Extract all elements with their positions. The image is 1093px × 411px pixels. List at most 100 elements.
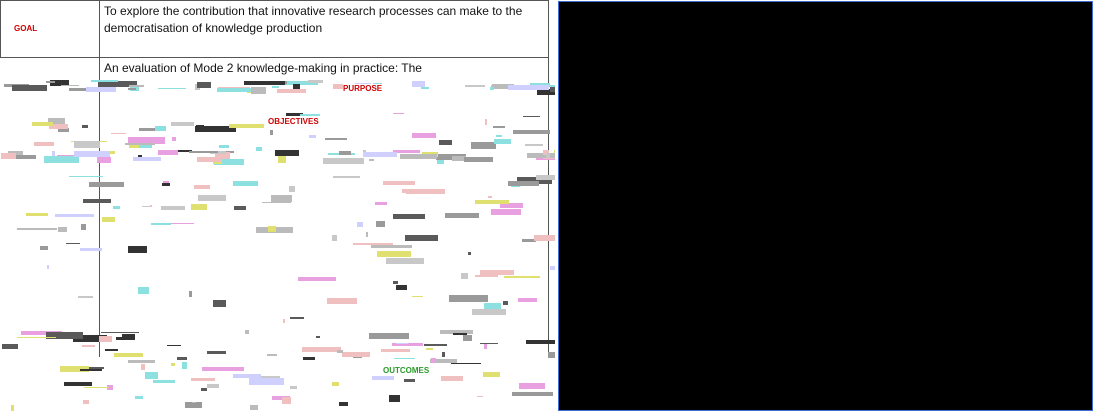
noise-block bbox=[11, 85, 47, 92]
outcomes-label: OUTCOMES bbox=[383, 366, 430, 375]
noise-block bbox=[302, 356, 315, 361]
noise-block bbox=[69, 175, 103, 177]
noise-block bbox=[8, 151, 24, 156]
noise-block bbox=[207, 350, 227, 354]
noise-block bbox=[339, 151, 352, 156]
noise-block bbox=[48, 117, 66, 125]
noise-block bbox=[285, 113, 304, 116]
noise-block bbox=[395, 284, 408, 291]
noise-block bbox=[332, 235, 337, 241]
noise-block bbox=[81, 125, 89, 129]
noise-block bbox=[177, 357, 188, 361]
noise-block bbox=[16, 154, 36, 160]
noise-block bbox=[333, 84, 351, 89]
noise-block bbox=[465, 84, 485, 88]
noise-block bbox=[315, 335, 321, 338]
noise-block bbox=[57, 154, 90, 156]
noise-block bbox=[440, 330, 474, 334]
goal-label: GOAL bbox=[14, 24, 38, 33]
noise-block bbox=[354, 82, 372, 85]
noise-block bbox=[182, 362, 187, 369]
noise-block bbox=[483, 372, 501, 377]
noise-block bbox=[46, 264, 50, 270]
noise-block bbox=[127, 246, 147, 253]
noise-block bbox=[405, 235, 439, 241]
noise-block bbox=[201, 387, 207, 391]
noise-block bbox=[504, 275, 540, 279]
noise-block bbox=[25, 213, 48, 216]
noise-block bbox=[57, 226, 67, 233]
noise-block bbox=[206, 383, 220, 388]
noise-block bbox=[400, 153, 438, 160]
noise-block bbox=[496, 134, 502, 137]
noise-block bbox=[278, 156, 287, 163]
noise-block bbox=[46, 331, 84, 339]
noise-block bbox=[212, 300, 226, 307]
noise-block bbox=[194, 184, 210, 189]
noise-block bbox=[412, 295, 423, 298]
noise-block bbox=[430, 357, 437, 364]
noise-block bbox=[101, 216, 116, 223]
noise-block bbox=[74, 140, 100, 148]
noise-block bbox=[323, 157, 365, 165]
noise-block bbox=[281, 397, 291, 404]
noise-block bbox=[357, 221, 363, 227]
noise-block bbox=[154, 125, 167, 132]
noise-block bbox=[500, 202, 523, 209]
noise-block bbox=[518, 297, 537, 302]
noise-block bbox=[249, 377, 285, 385]
noise-block bbox=[98, 335, 112, 343]
noise-block bbox=[139, 128, 162, 132]
noise-block bbox=[393, 213, 425, 219]
noise-block bbox=[391, 343, 424, 347]
noise-block bbox=[363, 151, 397, 158]
noise-block bbox=[282, 318, 286, 323]
noise-block bbox=[437, 159, 444, 164]
noise-block bbox=[82, 399, 90, 405]
noise-block bbox=[105, 349, 118, 352]
noise-block bbox=[60, 84, 80, 86]
noise-block bbox=[250, 87, 267, 94]
noise-block bbox=[197, 82, 212, 89]
noise-block bbox=[244, 80, 286, 86]
noise-block bbox=[138, 286, 150, 294]
noise-block bbox=[267, 354, 278, 356]
noise-block bbox=[513, 129, 550, 134]
noise-block bbox=[135, 396, 143, 400]
noise-block bbox=[127, 88, 137, 90]
noise-block bbox=[215, 152, 230, 160]
noise-block bbox=[79, 248, 103, 251]
noise-block bbox=[290, 386, 298, 390]
noise-block bbox=[17, 227, 57, 231]
noise-block bbox=[165, 149, 192, 152]
noise-block bbox=[375, 202, 387, 205]
noise-block bbox=[124, 143, 155, 146]
noise-block bbox=[1, 153, 16, 160]
noise-block bbox=[83, 387, 110, 389]
noise-block bbox=[85, 87, 116, 93]
noise-block bbox=[475, 200, 510, 204]
noise-block bbox=[145, 372, 158, 379]
noise-block bbox=[82, 344, 96, 347]
noise-block bbox=[150, 223, 171, 226]
noise-block bbox=[468, 251, 472, 255]
noise-block bbox=[52, 151, 55, 157]
noise-block bbox=[438, 140, 452, 145]
noise-block bbox=[452, 155, 467, 162]
noise-block bbox=[39, 246, 48, 251]
noise-block bbox=[301, 346, 342, 352]
noise-block bbox=[463, 157, 493, 163]
noise-block bbox=[375, 221, 386, 227]
noise-block bbox=[536, 157, 555, 161]
noise-block bbox=[332, 382, 339, 386]
noise-block bbox=[91, 80, 119, 82]
noise-block bbox=[403, 378, 415, 382]
noise-block bbox=[333, 176, 360, 179]
noise-block bbox=[228, 124, 264, 129]
noise-block bbox=[50, 80, 69, 86]
noise-block bbox=[554, 150, 555, 153]
noise-block bbox=[276, 89, 306, 93]
noise-block bbox=[550, 265, 555, 271]
noise-block bbox=[162, 182, 170, 186]
noise-block bbox=[444, 213, 479, 219]
